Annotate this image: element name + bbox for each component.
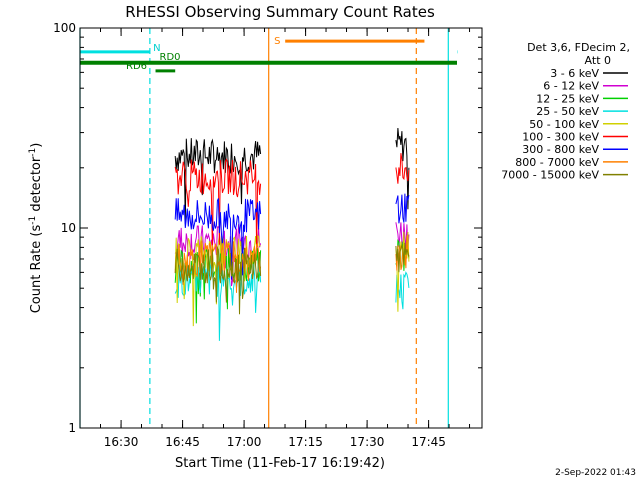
x-tick-label: 17:45	[411, 435, 446, 449]
series-line-7	[174, 240, 262, 293]
x-tick-label: 16:30	[104, 435, 139, 449]
series-line-0	[174, 138, 262, 224]
x-tick-label: 17:00	[227, 435, 262, 449]
legend-entry: 800 - 7000 keV	[515, 156, 599, 169]
saa-label: S	[274, 36, 280, 47]
legend-entry: 300 - 800 keV	[522, 143, 599, 156]
x-tick-label: 17:15	[288, 435, 323, 449]
series-line-8	[395, 242, 410, 273]
legend-entry: 12 - 25 keV	[536, 92, 599, 105]
legend-entry: 3 - 6 keV	[550, 67, 599, 80]
rd0-label: RD0	[160, 52, 181, 63]
series-line-6	[395, 193, 410, 224]
plot-frame	[79, 27, 483, 429]
legend-header: Det 3,6, FDecim 2,	[527, 41, 630, 54]
y-axis-label: Count Rate (s-1 detector-1)	[28, 143, 44, 314]
y-tick-label: 10	[61, 221, 76, 235]
series-line-7	[395, 235, 410, 271]
series-line-4	[174, 234, 261, 327]
legend-entry: 7000 - 15000 keV	[501, 169, 599, 182]
chart-title: RHESSI Observing Summary Count Rates	[125, 3, 435, 21]
annotation-vertical-lines	[79, 28, 449, 428]
series-line-5	[395, 153, 410, 184]
x-tick-label: 16:45	[165, 435, 200, 449]
y-tick-label: 1	[68, 421, 76, 435]
render-timestamp: 2-Sep-2022 01:43	[555, 468, 636, 478]
legend-entry: 6 - 12 keV	[543, 80, 599, 93]
count-rate-series	[174, 127, 410, 341]
x-tick-label: 17:30	[350, 435, 385, 449]
night-label: N	[153, 43, 160, 54]
series-line-0	[395, 127, 410, 210]
y-tick-label: 100	[53, 21, 76, 35]
rd6-label: RD6	[126, 61, 147, 72]
x-axis-label: Start Time (11-Feb-17 16:19:42)	[175, 456, 385, 471]
legend-header: Att 0	[585, 54, 611, 67]
legend-entry: 100 - 300 keV	[522, 131, 599, 144]
series-line-5	[174, 158, 262, 253]
legend-entry: 50 - 100 keV	[529, 118, 599, 131]
series-line-8	[174, 245, 262, 315]
legend-entry: 25 - 50 keV	[536, 105, 599, 118]
series-line-3	[174, 262, 262, 341]
axes: 1 10 100 16:30 16:45 17:00 17:15 17:30 17:45	[53, 21, 482, 449]
series-line-6	[174, 198, 262, 280]
